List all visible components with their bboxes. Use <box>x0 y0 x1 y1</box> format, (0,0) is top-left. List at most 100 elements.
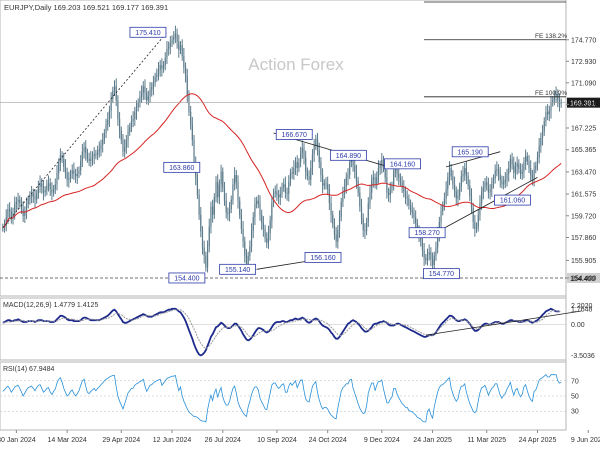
x-tick-label: 30 Jan 2024 <box>0 437 36 444</box>
candle-body <box>200 214 202 232</box>
annotation-label: 165.190 <box>458 149 483 156</box>
annotation-label: 154.770 <box>429 271 454 278</box>
candle-body <box>171 39 173 43</box>
candle-body <box>337 230 339 242</box>
candle-body <box>156 74 158 77</box>
candle-body <box>237 182 239 201</box>
candle-body <box>345 177 347 187</box>
candle-body <box>452 176 454 185</box>
candle-body <box>349 162 351 176</box>
candle-body <box>489 189 491 193</box>
candle-body <box>552 100 554 103</box>
candle-body <box>333 224 336 235</box>
candle-body <box>54 184 56 190</box>
trendline <box>2 32 168 228</box>
candle-body <box>102 139 104 145</box>
candle-body <box>98 149 100 152</box>
y-tick-label: 155.905 <box>571 258 596 265</box>
x-tick-label: 14 Mar 2024 <box>47 437 86 444</box>
candle-body <box>279 193 281 198</box>
candle-body <box>496 169 498 171</box>
candle-body <box>125 139 127 147</box>
candle-body <box>352 158 354 166</box>
annotation-label: 161.060 <box>500 198 525 205</box>
candle-body <box>472 207 474 222</box>
candle-body <box>10 211 12 220</box>
candle-body <box>208 226 210 247</box>
candle-body <box>443 198 446 206</box>
candle-body <box>300 152 302 163</box>
candle-body <box>264 228 266 239</box>
candle-body <box>550 102 552 111</box>
candle-body <box>274 191 276 193</box>
candle-body <box>37 186 39 194</box>
candle-body <box>184 67 187 76</box>
candle-body <box>467 176 469 186</box>
candle-body <box>212 206 214 215</box>
candle-body <box>475 226 478 229</box>
candle-body <box>531 175 533 179</box>
candle-body <box>340 201 342 218</box>
candle-body <box>161 65 163 69</box>
overlays: FE 161.8% FE 138.2% FE 100.0% 154.400 169.39… <box>0 0 600 284</box>
candle-body <box>294 162 297 169</box>
candle-body <box>477 214 479 227</box>
candle-body <box>232 184 234 200</box>
candle-body <box>64 166 67 173</box>
candle-body <box>181 45 183 56</box>
candle-body <box>217 182 219 198</box>
candle-body <box>342 192 344 202</box>
candle-body <box>394 169 396 172</box>
candle-body <box>553 96 555 101</box>
candle-body <box>521 171 523 174</box>
candle-body <box>355 171 358 181</box>
candle-body <box>74 173 77 177</box>
candle-body <box>80 161 82 171</box>
candle-body <box>501 179 503 185</box>
annotation-box <box>451 146 489 158</box>
candle-body <box>306 171 308 177</box>
candle-body <box>359 192 361 207</box>
candle-body <box>269 220 271 234</box>
candle-body <box>146 92 148 101</box>
candle-body <box>164 58 166 66</box>
candle-body <box>135 107 138 112</box>
candle-body <box>247 255 249 267</box>
candle-body <box>403 187 405 192</box>
candle-body <box>545 111 547 122</box>
last-price-tag <box>567 97 600 108</box>
x-tick-label: 24 Apr 2025 <box>519 437 557 444</box>
candle-body <box>343 186 346 193</box>
annotation-box <box>129 26 167 38</box>
candle-body <box>404 191 407 198</box>
candle-body <box>491 184 493 190</box>
candle-body <box>223 187 226 201</box>
rsi-y-tick-label: 30 <box>571 409 579 416</box>
x-axis: 30 Jan 2024 14 Mar 2024 29 Apr 2024 12 Jun … <box>0 430 600 444</box>
candle-body <box>459 186 461 197</box>
candle-body <box>470 196 473 208</box>
candle-body <box>190 111 192 125</box>
fib-level-label: FE 138.2% <box>535 33 567 40</box>
candle-body <box>113 86 116 91</box>
candle-body <box>347 175 349 178</box>
y-tick-label: 169.250 <box>571 102 596 109</box>
candle-body <box>259 203 261 215</box>
annotation-label: 155.140 <box>225 267 250 274</box>
candle-body <box>487 185 490 193</box>
annotation-box <box>168 272 206 284</box>
annotation-box <box>219 263 257 275</box>
candle-body <box>58 163 60 173</box>
candle-body <box>423 249 425 259</box>
candle-body <box>166 48 168 59</box>
candle-body <box>481 191 483 204</box>
candle-body <box>73 170 75 174</box>
candle-body <box>413 212 415 218</box>
candle-body <box>406 197 408 199</box>
candle-body <box>228 208 231 214</box>
candle-body <box>558 100 561 104</box>
fib-level-label: FE 161.8% <box>535 0 567 2</box>
candle-body <box>9 208 11 212</box>
candle-body <box>210 206 212 227</box>
